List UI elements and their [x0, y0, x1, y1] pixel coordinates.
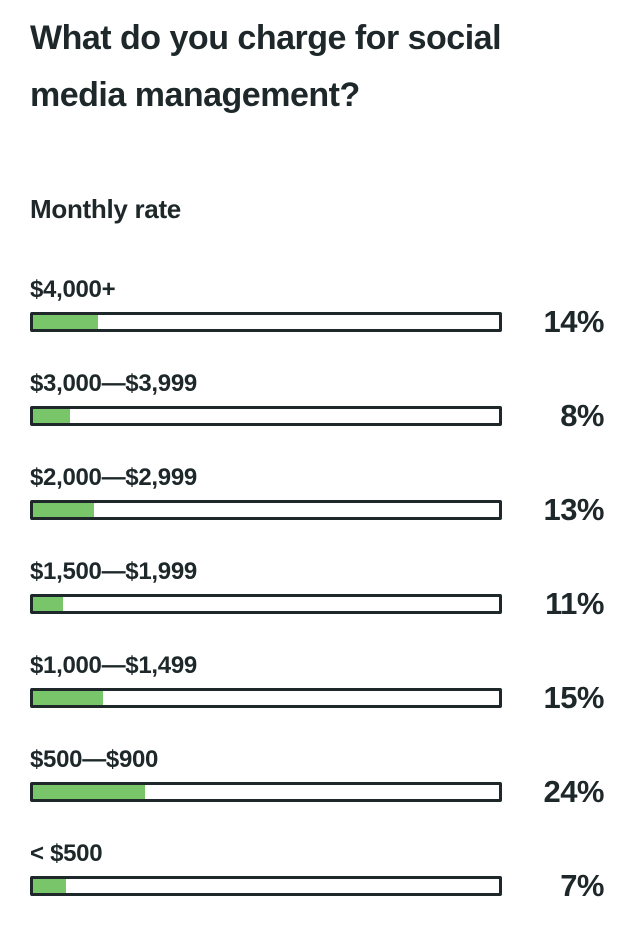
chart-row: $3,000—$3,999 8%	[30, 370, 605, 433]
bar-fill	[33, 597, 64, 611]
chart-subtitle: Monthly rate	[30, 194, 181, 224]
bar-track	[30, 406, 502, 426]
chart-title: What do you charge for social media mana…	[30, 19, 502, 114]
bar-fill	[33, 879, 66, 893]
value-label: 11%	[545, 586, 604, 621]
category-label: $1,500—$1,999	[30, 558, 197, 585]
bar-chart: $4,000+ 14% $3,000—$3,999 8% $2,000—$2,9…	[30, 276, 605, 903]
category-label: $2,000—$2,999	[30, 464, 197, 491]
bar-fill	[33, 785, 145, 799]
category-label: $500—$900	[30, 746, 159, 773]
category-label: < $500	[30, 840, 103, 867]
chart-row: < $500 7%	[30, 840, 605, 903]
category-label: $3,000—$3,999	[30, 370, 197, 397]
value-label: 7%	[560, 868, 604, 903]
chart-row: $500—$900 24%	[30, 746, 605, 809]
bar-track	[30, 782, 502, 802]
bar-track	[30, 688, 502, 708]
value-label: 15%	[543, 680, 604, 715]
bar-fill	[33, 503, 94, 517]
bar-track	[30, 876, 502, 896]
chart-row: $1,500—$1,999 11%	[30, 558, 605, 621]
bar-track	[30, 594, 502, 614]
chart-row: $2,000—$2,999 13%	[30, 464, 605, 527]
value-label: 24%	[543, 774, 604, 809]
value-label: 13%	[543, 492, 604, 527]
chart-row: $4,000+ 14%	[30, 276, 605, 339]
bar-fill	[33, 315, 99, 329]
bar-track	[30, 500, 502, 520]
category-label: $1,000—$1,499	[30, 652, 197, 679]
value-label: 14%	[543, 304, 604, 339]
bar-fill	[33, 691, 103, 705]
chart-row: $1,000—$1,499 15%	[30, 652, 605, 715]
category-label: $4,000+	[30, 276, 116, 303]
bar-track	[30, 312, 502, 332]
bar-fill	[33, 409, 71, 423]
value-label: 8%	[560, 398, 604, 433]
